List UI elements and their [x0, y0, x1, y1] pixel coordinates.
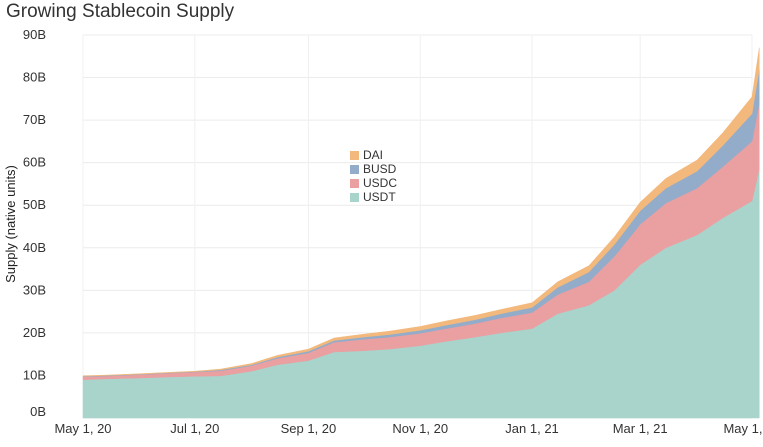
legend-swatch-usdt	[350, 193, 359, 202]
x-tick-label: Nov 1, 20	[392, 421, 448, 436]
x-tick-label: May 1, 20	[54, 421, 111, 436]
y-tick-label: 70B	[23, 112, 46, 127]
legend-swatch-dai	[350, 151, 359, 160]
y-tick-label: 30B	[23, 282, 46, 297]
x-tick-label: Sep 1, 20	[281, 421, 337, 436]
x-tick-label: Jan 1, 21	[505, 421, 559, 436]
x-tick-label: Mar 1, 21	[613, 421, 668, 436]
y-tick-label: 20B	[23, 325, 46, 340]
y-axis-label: Supply (native units)	[3, 165, 18, 283]
y-tick-label: 0B	[30, 404, 46, 419]
stacked-areas	[82, 47, 760, 419]
y-tick-label: 90B	[23, 27, 46, 42]
y-axis-ticks: 0B 10B 20B 30B 40B 50B 60B 70B 80B 90B	[23, 27, 46, 419]
area-dai	[82, 47, 760, 377]
y-tick-label: 60B	[23, 155, 46, 170]
legend-label-usdc: USDC	[363, 176, 397, 190]
x-axis-ticks: May 1, 20 Jul 1, 20 Sep 1, 20 Nov 1, 20 Jan …	[54, 421, 763, 436]
legend-label-busd: BUSD	[363, 162, 397, 176]
y-tick-label: 50B	[23, 197, 46, 212]
y-tick-label: 10B	[23, 367, 46, 382]
y-tick-label: 80B	[23, 70, 46, 85]
chart-title: Growing Stablecoin Supply	[6, 1, 235, 22]
x-tick-label: Jul 1, 20	[170, 421, 219, 436]
legend-label-usdt: USDT	[363, 190, 396, 204]
y-tick-label: 40B	[23, 240, 46, 255]
legend-label-dai: DAI	[363, 148, 383, 162]
x-tick-label: May 1, 21	[723, 421, 763, 436]
legend-swatch-busd	[350, 165, 359, 174]
legend-swatch-usdc	[350, 179, 359, 188]
